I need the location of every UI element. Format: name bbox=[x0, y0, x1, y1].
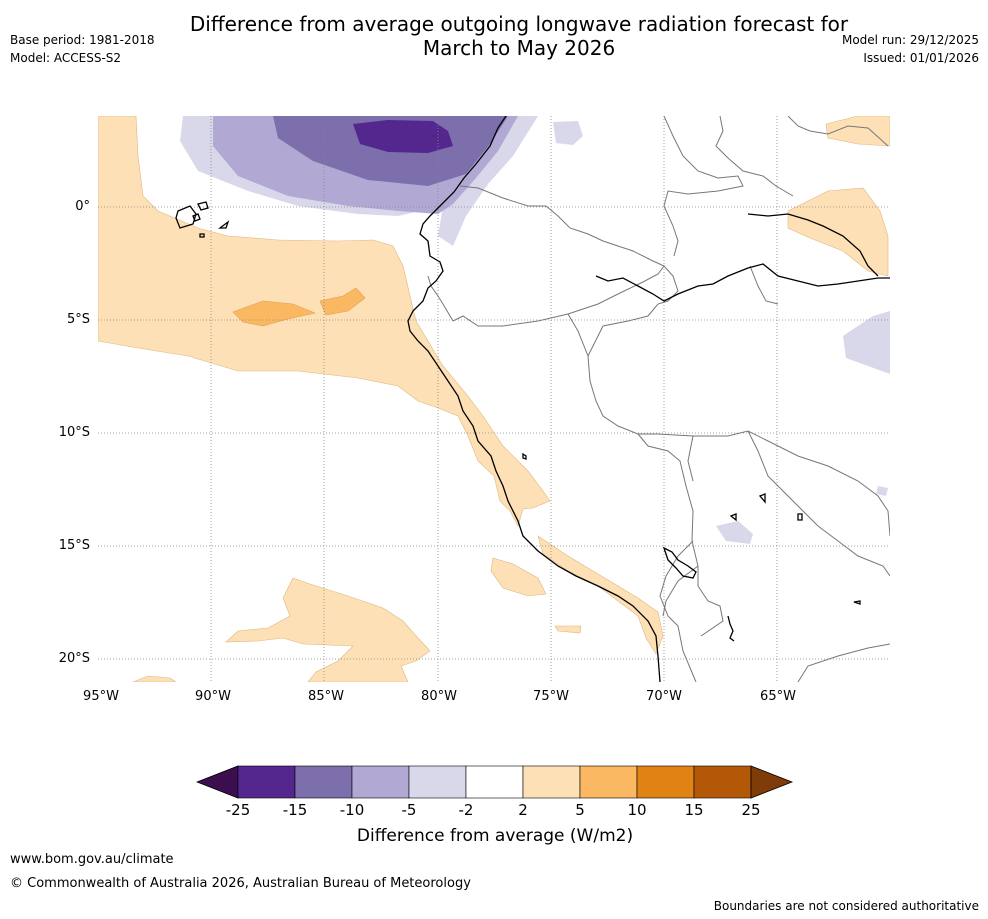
base-period: Base period: 1981-2018 bbox=[10, 33, 155, 47]
anomaly-pos2-small-patch bbox=[554, 625, 582, 634]
meta-right: Model run: 29/12/2025 Issued: 01/01/2026 bbox=[842, 33, 979, 69]
colorbar-bin-5-10 bbox=[579, 765, 638, 799]
anomaly-neg2-east-region bbox=[843, 311, 890, 374]
anomaly-neg2-patch bbox=[553, 121, 583, 145]
lat-label-10s: 10°S bbox=[58, 425, 90, 440]
colorbar-tick: 2 bbox=[518, 801, 528, 819]
colorbar-bin-10-15 bbox=[636, 765, 695, 799]
title-line-2: March to May 2026 bbox=[422, 36, 616, 60]
anomaly-pos2-offshore-patch bbox=[490, 557, 547, 597]
anomaly-pos2-south-region bbox=[225, 577, 431, 682]
colorbar-bin-neg2-2 bbox=[465, 765, 524, 799]
lat-label-0: 0° bbox=[75, 199, 90, 214]
colorbar-bin-neg10-neg5 bbox=[351, 765, 410, 799]
anomaly-pos2-ne-patch bbox=[825, 116, 890, 147]
colorbar-bin-neg25-neg15 bbox=[237, 765, 296, 799]
colorbar-bin-neg15-neg10 bbox=[294, 765, 353, 799]
colorbar-bin-2-5 bbox=[522, 765, 581, 799]
colorbar-tick: -5 bbox=[401, 801, 417, 819]
colorbar-tick: 5 bbox=[575, 801, 585, 819]
issued-date: Issued: 01/01/2026 bbox=[863, 51, 979, 65]
anomaly-pos5-patch-east bbox=[319, 287, 366, 316]
colorbar-tick: -25 bbox=[225, 801, 251, 819]
lon-label-90w: 90°W bbox=[195, 689, 231, 704]
colorbar-tick: -2 bbox=[458, 801, 474, 819]
national-boundaries bbox=[427, 116, 890, 682]
forecast-map bbox=[98, 116, 890, 682]
lon-label-70w: 70°W bbox=[646, 689, 682, 704]
chart-title: Difference from average outgoing longwav… bbox=[0, 12, 988, 60]
colorbar-bin-neg5-neg2 bbox=[408, 765, 467, 799]
colorbar-tick: 10 bbox=[627, 801, 647, 819]
lat-label-5s: 5°S bbox=[66, 312, 90, 327]
lon-label-80w: 80°W bbox=[421, 689, 457, 704]
gridlines bbox=[98, 116, 890, 682]
colorbar-tick: -15 bbox=[282, 801, 308, 819]
anomaly-neg2-bolivia-patch bbox=[716, 521, 753, 544]
footer-url: www.bom.gov.au/climate bbox=[10, 852, 174, 867]
lon-label-85w: 85°W bbox=[308, 689, 344, 704]
anomaly-pos2-coast-strip bbox=[537, 535, 664, 655]
colorbar-tick: -10 bbox=[339, 801, 365, 819]
colorbar-label: Difference from average (W/m2) bbox=[356, 826, 634, 846]
colorbar-tick: 15 bbox=[684, 801, 704, 819]
coastlines bbox=[175, 116, 890, 682]
colorbar bbox=[196, 765, 794, 799]
colorbar-bin-15-25 bbox=[693, 765, 752, 799]
lon-label-65w: 65°W bbox=[760, 689, 796, 704]
lat-label-20s: 20°S bbox=[58, 651, 90, 666]
anomaly-pos2-sw-patch bbox=[132, 675, 177, 682]
anomaly-pos5-patch-west bbox=[232, 300, 317, 327]
anomaly-neg15-region bbox=[353, 120, 453, 153]
anomaly-neg2-small-patch bbox=[876, 486, 888, 496]
lat-label-15s: 15°S bbox=[58, 538, 90, 553]
meta-left: Base period: 1981-2018 Model: ACCESS-S2 bbox=[10, 33, 155, 69]
model-name: Model: ACCESS-S2 bbox=[10, 51, 122, 65]
colorbar-tick: 25 bbox=[741, 801, 761, 819]
footer-copyright: © Commonwealth of Australia 2026, Austra… bbox=[10, 876, 471, 891]
colorbar-extend-low bbox=[196, 765, 239, 799]
lon-label-95w: 95°W bbox=[83, 689, 119, 704]
colorbar-extend-high bbox=[750, 765, 794, 799]
model-run: Model run: 29/12/2025 bbox=[841, 33, 979, 47]
anomaly-pos2-amazon-patch bbox=[787, 187, 889, 277]
lon-label-75w: 75°W bbox=[533, 689, 569, 704]
footer-disclaimer: Boundaries are not considered authoritat… bbox=[713, 899, 979, 913]
title-line-1: Difference from average outgoing longwav… bbox=[189, 12, 849, 36]
